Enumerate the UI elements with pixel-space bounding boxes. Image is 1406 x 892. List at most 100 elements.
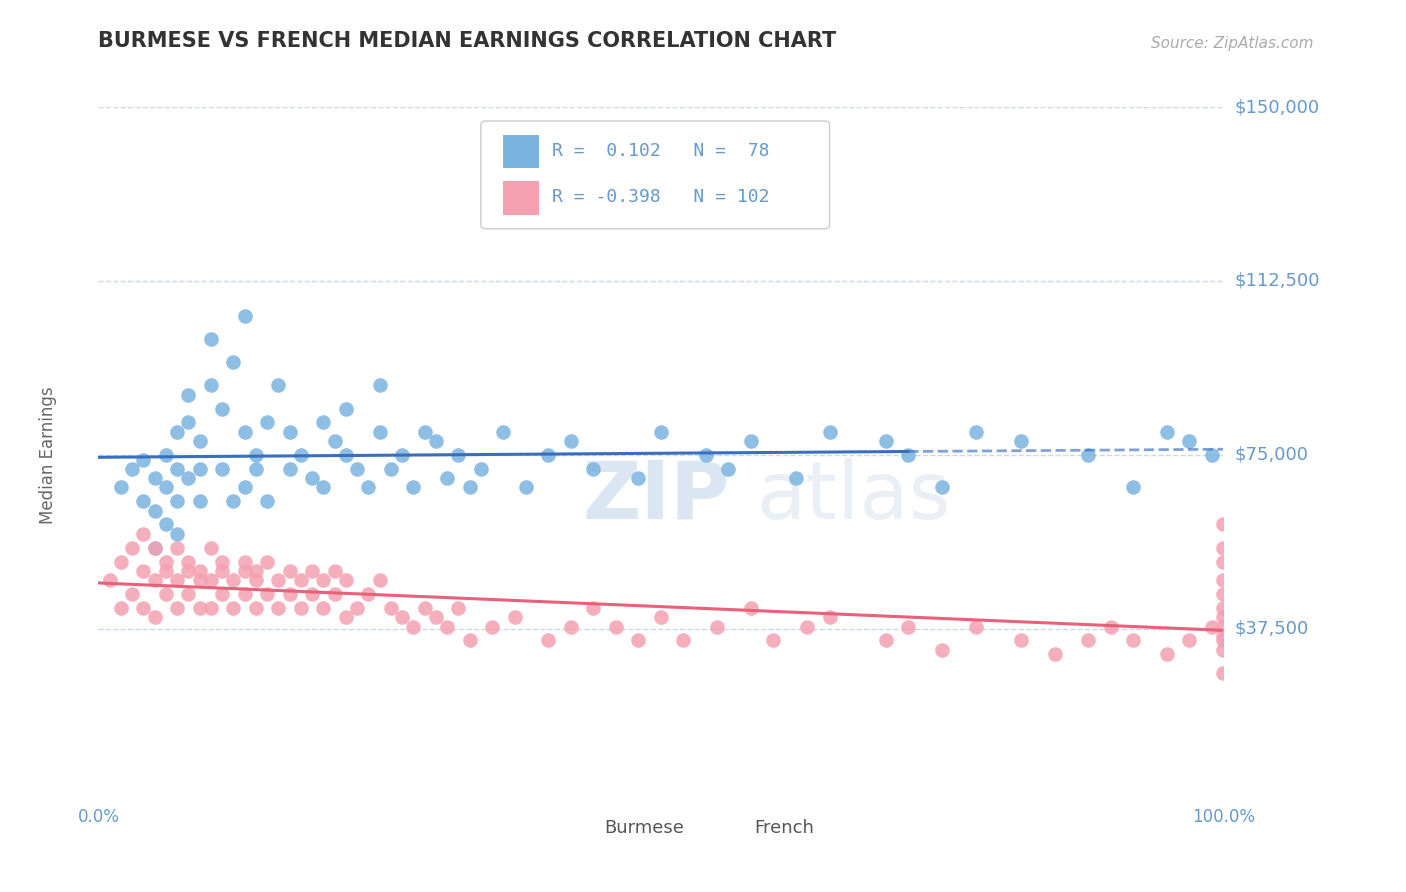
Point bbox=[425, 610, 447, 624]
Point bbox=[605, 619, 627, 633]
Point bbox=[740, 601, 762, 615]
Point bbox=[740, 434, 762, 448]
Point bbox=[155, 564, 177, 578]
Point bbox=[188, 601, 211, 615]
Point bbox=[222, 601, 245, 615]
Point bbox=[1178, 633, 1201, 648]
Point bbox=[706, 619, 728, 633]
Point bbox=[627, 471, 650, 485]
Point bbox=[1077, 633, 1099, 648]
Point bbox=[132, 601, 155, 615]
Point bbox=[290, 601, 312, 615]
Point bbox=[177, 471, 200, 485]
Point bbox=[762, 633, 785, 648]
FancyBboxPatch shape bbox=[503, 135, 540, 169]
Point bbox=[143, 503, 166, 517]
Text: R =  0.102   N =  78: R = 0.102 N = 78 bbox=[551, 142, 769, 160]
Point bbox=[335, 610, 357, 624]
Point bbox=[256, 555, 278, 569]
FancyBboxPatch shape bbox=[714, 814, 747, 841]
Point bbox=[267, 378, 290, 392]
Point bbox=[166, 541, 188, 555]
Point bbox=[301, 564, 323, 578]
Text: atlas: atlas bbox=[756, 458, 950, 536]
Point bbox=[965, 425, 987, 439]
Point bbox=[312, 601, 335, 615]
Point bbox=[447, 448, 470, 462]
Point bbox=[931, 642, 953, 657]
Point bbox=[447, 601, 470, 615]
Point bbox=[211, 462, 233, 476]
Point bbox=[256, 416, 278, 430]
Point bbox=[481, 619, 503, 633]
Point bbox=[436, 619, 458, 633]
Point bbox=[278, 564, 301, 578]
Point bbox=[470, 462, 492, 476]
Point bbox=[155, 480, 177, 494]
Point bbox=[256, 587, 278, 601]
FancyBboxPatch shape bbox=[503, 181, 540, 215]
Point bbox=[245, 564, 267, 578]
Point bbox=[515, 480, 537, 494]
Point bbox=[346, 601, 368, 615]
Point bbox=[323, 587, 346, 601]
Point bbox=[177, 587, 200, 601]
Point bbox=[166, 601, 188, 615]
Point bbox=[717, 462, 740, 476]
Point bbox=[132, 452, 155, 467]
Point bbox=[200, 601, 222, 615]
Point bbox=[335, 448, 357, 462]
Point bbox=[357, 480, 380, 494]
Point bbox=[1212, 555, 1234, 569]
Point bbox=[245, 573, 267, 587]
Point bbox=[110, 601, 132, 615]
FancyBboxPatch shape bbox=[565, 814, 596, 841]
Point bbox=[323, 434, 346, 448]
Point bbox=[233, 480, 256, 494]
Point bbox=[143, 471, 166, 485]
Point bbox=[650, 425, 672, 439]
Point bbox=[312, 573, 335, 587]
Point bbox=[155, 555, 177, 569]
Point bbox=[1212, 610, 1234, 624]
Point bbox=[143, 573, 166, 587]
Point bbox=[166, 526, 188, 541]
Point bbox=[368, 378, 391, 392]
Point bbox=[1122, 633, 1144, 648]
Point bbox=[425, 434, 447, 448]
Point bbox=[875, 633, 897, 648]
Point bbox=[177, 564, 200, 578]
Point bbox=[222, 494, 245, 508]
Point bbox=[1043, 648, 1066, 662]
Point bbox=[267, 573, 290, 587]
Point bbox=[368, 425, 391, 439]
Text: Source: ZipAtlas.com: Source: ZipAtlas.com bbox=[1150, 37, 1313, 52]
Point bbox=[402, 480, 425, 494]
Point bbox=[312, 480, 335, 494]
Point bbox=[458, 633, 481, 648]
Point bbox=[897, 619, 920, 633]
Point bbox=[188, 573, 211, 587]
Point bbox=[166, 573, 188, 587]
Point bbox=[796, 619, 818, 633]
Point bbox=[188, 564, 211, 578]
Point bbox=[155, 448, 177, 462]
Point bbox=[110, 555, 132, 569]
Point bbox=[695, 448, 717, 462]
Point bbox=[301, 587, 323, 601]
Text: French: French bbox=[754, 819, 814, 837]
Point bbox=[1156, 425, 1178, 439]
Point bbox=[965, 619, 987, 633]
Point bbox=[458, 480, 481, 494]
Point bbox=[785, 471, 807, 485]
Point bbox=[1122, 480, 1144, 494]
Point bbox=[1178, 434, 1201, 448]
Point bbox=[413, 425, 436, 439]
Point bbox=[1212, 633, 1234, 648]
Point bbox=[537, 448, 560, 462]
Point bbox=[188, 462, 211, 476]
Point bbox=[1212, 587, 1234, 601]
Point bbox=[121, 541, 143, 555]
Point bbox=[380, 601, 402, 615]
Point bbox=[1010, 434, 1032, 448]
